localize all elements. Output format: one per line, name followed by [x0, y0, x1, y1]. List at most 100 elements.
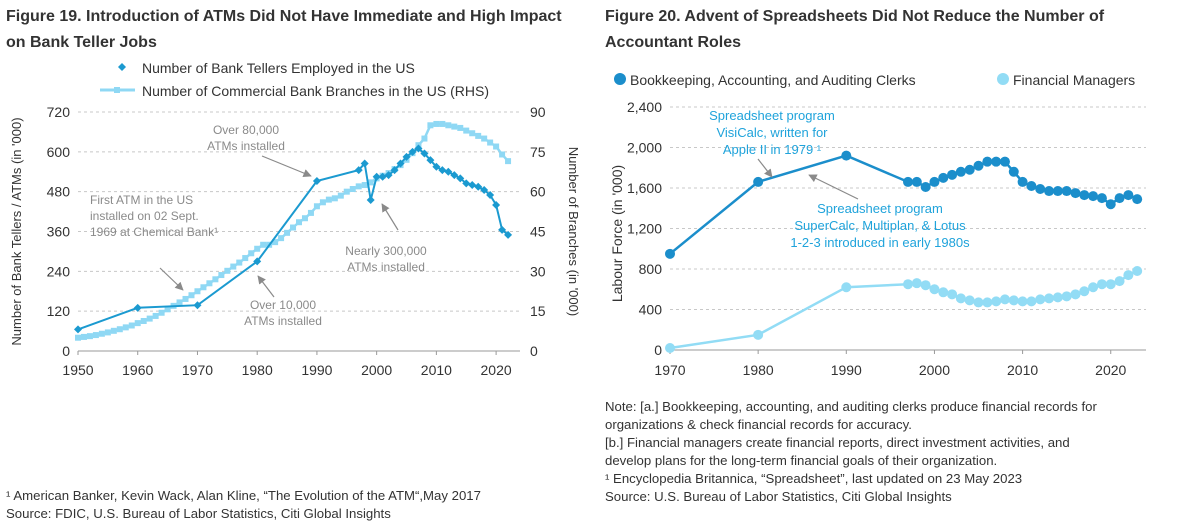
legend-marker-branches: [114, 87, 120, 93]
data-point-branches: [152, 312, 159, 319]
data-point-branches: [176, 299, 183, 306]
x-tick-label: 2000: [361, 362, 392, 378]
data-point-clerks: [1123, 190, 1134, 201]
data-point-tellers: [360, 159, 369, 168]
annotation-80k-atms: Over 80,000 ATMs installed: [207, 123, 285, 153]
data-point-branches: [236, 259, 243, 266]
data-point-tellers: [462, 179, 471, 188]
data-point-branches: [206, 280, 213, 287]
y-tick-label: 400: [639, 302, 663, 318]
data-point-branches: [218, 272, 225, 279]
data-point-clerks: [1017, 176, 1028, 187]
data-point-managers: [1096, 279, 1107, 290]
annotation-arrow: [261, 155, 312, 178]
annotation-300k-atms: Nearly 300,000 ATMs installed: [345, 244, 427, 274]
data-point-tellers: [450, 171, 459, 180]
data-point-branches: [182, 295, 189, 302]
data-point-branches: [248, 250, 255, 257]
data-point-tellers: [408, 147, 417, 156]
y2-tick-label: 30: [530, 263, 546, 279]
data-point-branches: [278, 235, 285, 242]
annotation-arrow: [808, 174, 859, 200]
data-point-managers: [1008, 295, 1019, 306]
legend-marker-clerks: [614, 73, 626, 85]
data-point-branches: [361, 182, 368, 189]
figure-20-title: Figure 20. Advent of Spreadsheets Did No…: [605, 8, 1105, 51]
annotation-arrow: [159, 267, 184, 291]
y-tick-label: 2,400: [627, 99, 662, 115]
legend-marker-tellers: [118, 63, 126, 71]
y2-axis-label: Number of Branches (in '000): [566, 147, 581, 316]
data-point-branches: [122, 324, 129, 331]
data-point-branches: [224, 267, 231, 274]
y2-tick-label: 0: [530, 343, 538, 359]
data-point-branches: [260, 241, 267, 248]
figure-20-notes: Note: [a.] Bookkeeping, accounting, and …: [605, 398, 1185, 506]
y2-tick-label: 45: [530, 224, 546, 240]
annotation-first-atm: First ATM in the US installed on 02 Sept.…: [90, 193, 218, 239]
data-point-tellers: [312, 177, 321, 186]
data-point-managers: [929, 284, 940, 295]
y-tick-label: 800: [639, 261, 663, 277]
x-tick-label: 1980: [743, 362, 774, 378]
data-point-managers: [1079, 286, 1090, 297]
data-point-branches: [337, 192, 344, 199]
data-point-clerks: [929, 176, 940, 187]
figure-19-footnote: ¹ American Banker, Kevin Wack, Alan Klin…: [6, 488, 481, 503]
data-point-branches: [445, 122, 452, 129]
data-point-branches: [349, 186, 356, 193]
data-point-clerks: [964, 164, 975, 175]
data-point-branches: [331, 195, 338, 202]
data-point-clerks: [1026, 180, 1037, 191]
data-point-tellers: [396, 159, 405, 168]
data-point-tellers: [444, 167, 453, 176]
x-tick-label: 2000: [919, 362, 950, 378]
data-point-clerks: [982, 156, 993, 167]
data-point-clerks: [1096, 193, 1107, 204]
y2-tick-label: 15: [530, 303, 546, 319]
data-point-clerks: [947, 169, 958, 180]
x-tick-label: 2010: [421, 362, 452, 378]
data-point-branches: [92, 332, 99, 339]
data-point-branches: [164, 306, 171, 313]
data-point-branches: [325, 196, 332, 203]
data-point-branches: [272, 239, 279, 246]
figure-20-note-line: Note: [a.] Bookkeeping, accounting, and …: [605, 399, 1097, 414]
data-point-clerks: [1052, 186, 1063, 197]
data-point-branches: [367, 179, 374, 186]
data-point-clerks: [955, 166, 966, 177]
y-tick-label: 600: [47, 144, 71, 160]
data-point-tellers: [504, 230, 513, 239]
data-point-clerks: [1132, 194, 1143, 205]
data-point-clerks: [938, 172, 949, 183]
x-tick-label: 1990: [301, 362, 332, 378]
data-point-managers: [1132, 266, 1143, 277]
y-tick-label: 0: [654, 342, 662, 358]
x-tick-label: 1990: [831, 362, 862, 378]
data-point-managers: [1026, 296, 1037, 307]
data-point-managers: [911, 278, 922, 289]
data-point-tellers: [74, 325, 82, 334]
annotation-supercalc: Spreadsheet program SuperCalc, Multiplan,…: [790, 201, 970, 250]
data-point-branches: [487, 139, 494, 146]
data-point-managers: [1052, 292, 1063, 303]
data-point-branches: [134, 320, 141, 327]
data-point-clerks: [753, 176, 764, 187]
data-point-tellers: [372, 172, 381, 181]
data-point-clerks: [1061, 186, 1072, 197]
y-tick-label: 480: [47, 184, 71, 200]
data-point-managers: [665, 342, 675, 353]
y-tick-label: 2,000: [627, 140, 662, 156]
data-point-managers: [1044, 293, 1055, 304]
legend-label-managers: Financial Managers: [1013, 72, 1135, 88]
data-point-clerks: [999, 156, 1010, 167]
data-point-branches: [104, 329, 111, 336]
data-point-branches: [343, 188, 350, 195]
data-point-branches: [301, 215, 308, 222]
data-point-tellers: [438, 166, 447, 175]
data-point-managers: [753, 329, 764, 340]
y-tick-label: 360: [47, 224, 71, 240]
data-point-managers: [1035, 294, 1046, 305]
data-point-clerks: [973, 160, 984, 171]
